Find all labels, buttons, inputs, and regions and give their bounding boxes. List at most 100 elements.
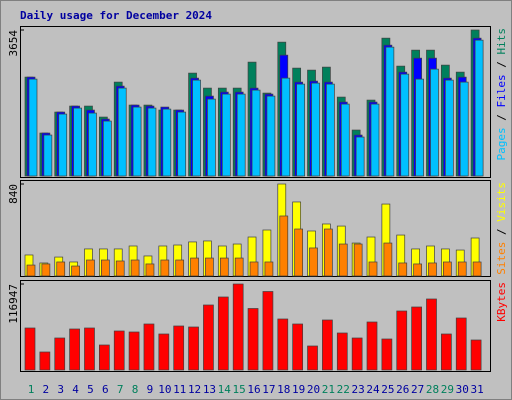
bar xyxy=(470,339,482,371)
bar xyxy=(188,326,199,371)
bar xyxy=(441,333,452,371)
bar xyxy=(128,331,140,371)
legend-entry: Sites xyxy=(495,242,508,275)
bar xyxy=(322,319,333,371)
bar xyxy=(262,291,274,371)
x-tick-label: 24 xyxy=(366,383,380,396)
bar xyxy=(145,263,155,277)
bar xyxy=(355,136,365,177)
x-tick-label: 5 xyxy=(87,383,94,396)
bar xyxy=(455,317,467,371)
bar xyxy=(41,263,51,277)
bar xyxy=(459,81,469,177)
y-tick-label: 3654 xyxy=(7,30,20,57)
x-tick-label: 15 xyxy=(233,383,246,396)
bar xyxy=(100,259,110,277)
bar xyxy=(54,337,66,371)
bar xyxy=(415,78,424,177)
bar xyxy=(472,261,482,277)
bar xyxy=(28,78,38,177)
bar xyxy=(192,79,201,177)
bar xyxy=(353,243,363,277)
legend: KBytes xyxy=(495,282,508,322)
x-tick-label: 17 xyxy=(262,383,275,396)
bar xyxy=(400,73,410,177)
bar xyxy=(73,107,82,177)
bar xyxy=(383,242,393,277)
x-tick-label: 3 xyxy=(57,383,64,396)
legend-entry: Hits xyxy=(495,28,508,55)
bar xyxy=(381,338,393,371)
legend-separator: / xyxy=(495,55,508,75)
bar xyxy=(234,257,244,277)
bar xyxy=(113,330,125,371)
bar xyxy=(115,260,125,277)
bar xyxy=(385,46,395,177)
bar xyxy=(426,298,437,371)
x-tick-label: 29 xyxy=(441,383,454,396)
bar xyxy=(311,82,320,177)
bar xyxy=(158,333,170,371)
bar xyxy=(143,323,155,371)
y-tick-label: 840 xyxy=(7,184,20,204)
bar xyxy=(88,112,97,177)
bar xyxy=(86,259,95,277)
bar xyxy=(160,259,170,277)
bar xyxy=(340,103,350,177)
bar xyxy=(326,83,335,177)
x-tick-label: 25 xyxy=(381,383,394,396)
bar xyxy=(296,83,306,177)
bar xyxy=(43,134,53,177)
bar xyxy=(175,259,185,277)
bar xyxy=(428,262,437,277)
bar xyxy=(445,79,454,177)
bar xyxy=(396,310,408,371)
bar xyxy=(430,68,439,177)
x-tick-label: 19 xyxy=(292,383,305,396)
legend-separator: / xyxy=(495,108,508,128)
bar xyxy=(173,325,185,371)
bar xyxy=(24,327,36,371)
bar xyxy=(58,113,68,177)
bar xyxy=(351,337,363,371)
bar xyxy=(264,261,274,277)
bar xyxy=(324,228,333,277)
bar xyxy=(177,111,187,177)
bar xyxy=(221,93,231,177)
bar xyxy=(205,257,214,277)
bar xyxy=(26,264,36,277)
x-tick-label: 11 xyxy=(173,383,186,396)
x-tick-label: 22 xyxy=(337,383,350,396)
y-tick-label: 116947 xyxy=(7,284,20,324)
bar xyxy=(236,93,246,177)
legend-separator: / xyxy=(495,222,508,242)
bar xyxy=(147,107,157,177)
bar xyxy=(207,98,216,177)
bar xyxy=(294,228,304,277)
legend-entry: Pages xyxy=(495,127,508,160)
bar xyxy=(443,261,452,277)
bar xyxy=(71,265,80,277)
x-tick-label: 8 xyxy=(132,383,139,396)
legend: Sites / Visits xyxy=(495,182,508,275)
bar xyxy=(370,103,380,177)
x-tick-label: 10 xyxy=(158,383,171,396)
bar xyxy=(266,95,276,177)
bar xyxy=(413,263,422,277)
bar xyxy=(398,262,408,277)
x-tick-label: 16 xyxy=(247,383,260,396)
x-tick-label: 18 xyxy=(277,383,290,396)
bar xyxy=(249,261,259,277)
x-tick-label: 12 xyxy=(188,383,201,396)
bar xyxy=(56,261,66,277)
bar xyxy=(366,321,378,371)
bar xyxy=(292,323,304,371)
chart-title: Daily usage for December 2024 xyxy=(20,9,212,22)
legend-entry: Files xyxy=(495,74,508,107)
bar xyxy=(217,296,229,371)
x-tick-label: 27 xyxy=(411,383,424,396)
bar xyxy=(39,351,51,371)
x-tick-label: 21 xyxy=(322,383,335,396)
x-tick-label: 2 xyxy=(43,383,50,396)
